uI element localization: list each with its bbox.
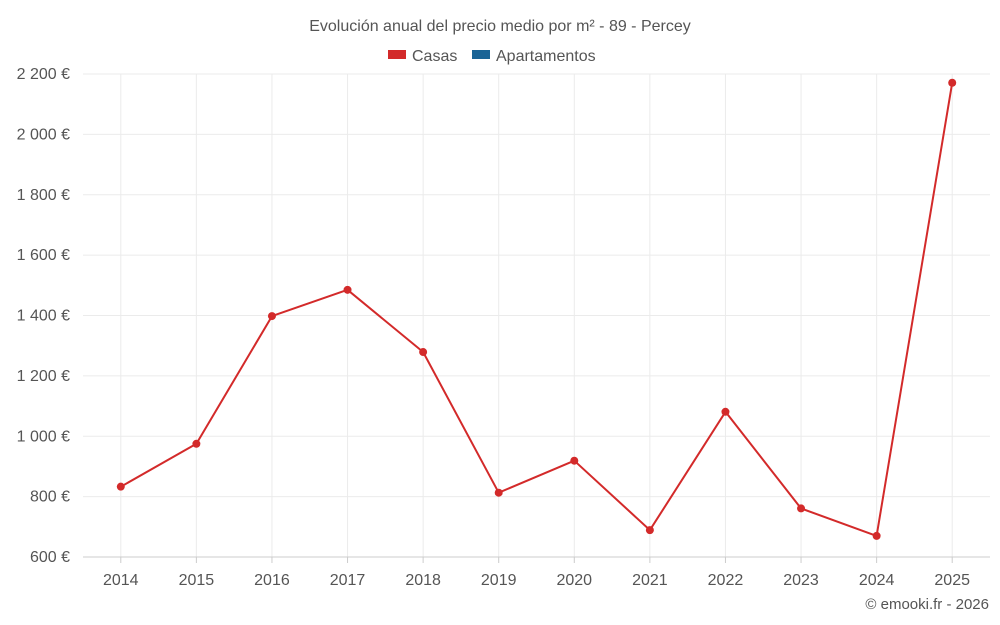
x-tick-label: 2023 xyxy=(783,572,819,589)
x-tick-label: 2017 xyxy=(330,572,366,589)
data-point[interactable] xyxy=(721,407,730,416)
x-tick-label: 2022 xyxy=(708,572,744,589)
x-tick-label: 2015 xyxy=(179,572,215,589)
grid xyxy=(83,73,990,557)
x-tick-label: 2020 xyxy=(556,572,592,589)
y-tick-label: 1 600 € xyxy=(17,247,70,264)
y-tick-label: 1 200 € xyxy=(17,368,70,385)
data-point[interactable] xyxy=(948,78,957,87)
legend-item-casas[interactable]: Casas xyxy=(388,48,457,65)
data-point[interactable] xyxy=(267,312,276,321)
credit-text: © emooki.fr - 2026 xyxy=(865,596,989,613)
legend-label-apartamentos: Apartamentos xyxy=(496,48,596,65)
data-point[interactable] xyxy=(797,504,806,513)
y-tick-label: 2 200 € xyxy=(17,66,70,83)
x-tick-label: 2016 xyxy=(254,572,290,589)
y-tick-label: 1 400 € xyxy=(17,308,70,325)
chart-title: Evolución anual del precio medio por m² … xyxy=(309,18,691,35)
y-tick-label: 600 € xyxy=(30,549,70,566)
x-tick-label: 2025 xyxy=(934,572,970,589)
y-tick-label: 1 800 € xyxy=(17,187,70,204)
x-tick-label: 2024 xyxy=(859,572,895,589)
legend-swatch-casas xyxy=(388,50,406,59)
legend-item-apartamentos[interactable]: Apartamentos xyxy=(472,48,596,65)
series-casas xyxy=(116,78,957,540)
legend: Casas Apartamentos xyxy=(388,48,596,65)
legend-swatch-apartamentos xyxy=(472,50,490,59)
y-tick-label: 2 000 € xyxy=(17,126,70,143)
y-tick-labels: 600 € 800 € 1 000 € 1 200 € 1 400 € 1 600 € 1 … xyxy=(17,66,70,566)
y-tick-label: 1 000 € xyxy=(17,428,70,445)
x-tick-labels: 2014 2015 2016 2017 2018 2019 2020 2021 2022 2023… xyxy=(103,572,970,589)
data-point[interactable] xyxy=(419,348,428,357)
data-point[interactable] xyxy=(343,285,352,294)
data-point[interactable] xyxy=(494,488,503,497)
series-line xyxy=(120,82,954,537)
data-point[interactable] xyxy=(116,482,125,491)
y-tick-label: 800 € xyxy=(30,489,70,506)
x-tick-label: 2018 xyxy=(405,572,441,589)
data-point[interactable] xyxy=(192,439,201,448)
x-tick-label: 2014 xyxy=(103,572,139,589)
data-point[interactable] xyxy=(872,531,881,540)
axes xyxy=(83,556,990,563)
legend-label-casas: Casas xyxy=(412,48,457,65)
x-tick-label: 2019 xyxy=(481,572,517,589)
data-point[interactable] xyxy=(570,456,579,465)
x-tick-label: 2021 xyxy=(632,572,668,589)
data-point[interactable] xyxy=(645,526,654,535)
